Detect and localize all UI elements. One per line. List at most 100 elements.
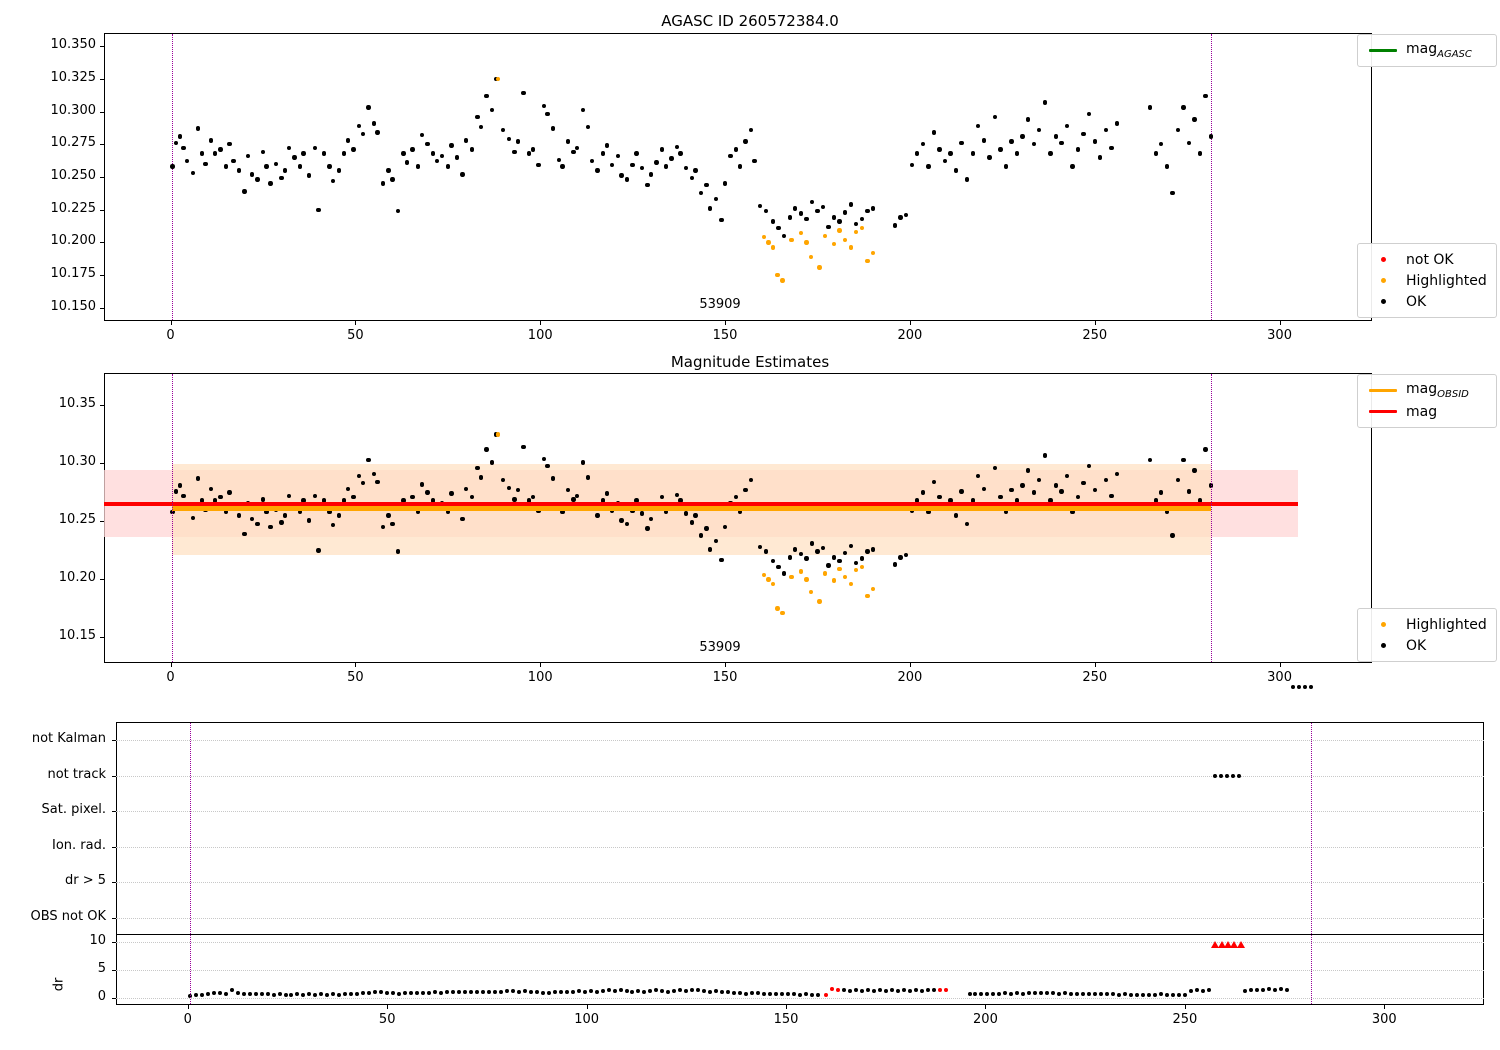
data-point-ok [915,498,920,503]
dr-data-point [1278,987,1283,992]
dr-data-point [1164,992,1169,997]
flag-row-label: dr > 5 [64,873,106,889]
mag-obsid-reference-line [172,506,1212,512]
data-point-ok [268,181,273,186]
dr-data-point [666,989,671,994]
data-point-ok [743,139,748,144]
flag-row-label: Ion. rad. [52,837,106,853]
x-tick-mark [725,663,727,667]
legend-item-ok[interactable]: OK [1366,291,1488,312]
legend-label-mag-agasc: magAGASC [1406,41,1472,60]
flag-row-label: not track [47,766,106,782]
y-tick-mark [100,637,104,639]
data-point-ok [1208,483,1214,488]
not-track-flag-point [1230,773,1235,778]
legend-item-ok-mid[interactable]: OK [1366,635,1488,656]
data-point-ok [255,521,260,526]
x-tick-label: 0 [166,328,175,343]
data-point-ok [371,471,377,477]
legend-item-highlighted[interactable]: Highlighted [1366,270,1488,291]
data-point-ok [1153,151,1158,156]
x-tick-mark [540,321,542,325]
y-tick-mark [100,209,104,211]
legend-item-mag-obsid[interactable]: magOBSID [1366,380,1488,401]
y-tick-label: 10.175 [50,266,97,282]
dr-clipped-marker [1210,941,1219,949]
not-track-flag-point [1224,773,1229,778]
data-point-ok [648,516,654,522]
data-point-ok [218,494,223,500]
data-point-ok [1081,131,1086,136]
data-point-ok [798,211,804,216]
data-point-ok [624,177,630,182]
data-point-ok [360,131,365,136]
data-point-ok [619,518,624,523]
data-point-ok [565,487,571,493]
data-point-ok [728,153,733,159]
data-point-highlighted [831,241,837,246]
dr-tick-label: 5 [97,961,106,977]
data-point-ok [684,165,689,171]
dr-data-point [1135,993,1139,998]
legend-item-mag[interactable]: mag [1366,401,1488,422]
data-point-ok [515,139,521,144]
dr-data-point [289,992,294,997]
obsid-annotation-top: 53909 [699,297,741,312]
x-tick-mark [786,1005,788,1009]
data-point-ok [410,494,415,500]
legend-item-mag-agasc[interactable]: magAGASC [1366,40,1488,61]
legend-item-highlighted-mid[interactable]: Highlighted [1366,614,1488,635]
dr-data-point [588,989,593,994]
y-tick-mark [100,521,104,523]
y-tick-label: 10.15 [58,628,96,644]
data-point-ok [748,127,754,133]
flag-row-label: not Kalman [31,731,106,746]
data-point-ok [356,474,362,479]
data-point-ok [445,510,450,515]
dr-data-point [307,992,312,997]
data-point-ok [1098,155,1103,160]
data-point-ok [173,489,179,494]
dr-clipped-marker [1236,941,1245,949]
x-tick-mark [909,663,911,667]
data-point-ok [600,498,606,503]
data-point-ok [793,547,798,552]
data-point-ok [366,457,371,463]
data-point-ok [484,447,489,452]
data-point-ok [959,140,964,146]
data-point-ok [419,482,425,487]
data-point-ok [212,151,218,156]
data-point-ok [604,143,609,148]
data-point-ok [684,511,689,516]
ok-dot-icon [1366,299,1400,304]
data-point-ok [1197,498,1203,503]
dr-data-point [823,992,828,997]
data-point-ok [268,525,273,530]
data-point-highlighted [770,245,776,250]
not-track-flag-point [1212,773,1217,778]
data-point-ok [286,493,292,499]
data-point-highlighted [859,564,865,569]
data-point-ok [556,157,561,163]
data-point-ok [390,521,395,526]
data-point-highlighted [804,240,809,245]
obsid-boundary-line [1211,34,1213,320]
data-point-ok [282,513,288,518]
data-point-ok [401,498,406,503]
data-point-ok [395,208,401,214]
dr-data-point [859,989,864,994]
data-point-ok [580,460,585,465]
data-point-highlighted [817,265,822,270]
data-point-ok [854,221,859,227]
dr-data-point [193,993,198,998]
data-point-ok [920,490,926,495]
data-point-ok [580,108,585,113]
dr-data-point [1188,989,1193,994]
dr-data-point [829,987,834,992]
data-point-ok [177,483,182,488]
legend-item-not-ok[interactable]: not OK [1366,249,1488,270]
magnitude-estimates-panel: Magnitude Estimates 10.35 10.30 10.25 10.20… [0,345,1500,685]
data-point-ok [793,206,798,211]
flag-row-gridline [116,918,1484,919]
dr-data-point [732,990,737,995]
